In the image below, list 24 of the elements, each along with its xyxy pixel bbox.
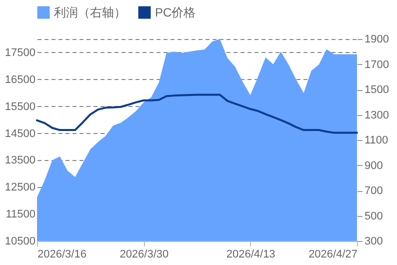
y-tick-label: 14500	[4, 128, 36, 140]
x-tick-label: 2026/3/30	[120, 248, 169, 260]
y2-tick-label: 1900	[364, 34, 389, 46]
y-tick-label: 16500	[4, 74, 36, 86]
y2-tick-label: 700	[364, 185, 383, 197]
y2-tick-label: 1700	[364, 58, 389, 71]
legend-label: PC价格	[155, 6, 196, 20]
y2-tick-label: 1100	[364, 134, 388, 146]
y-tick-label: 12500	[4, 182, 36, 194]
x-tick-label: 2026/3/16	[38, 248, 86, 260]
y2-tick-label: 500	[364, 210, 383, 222]
x-tick-label: 2026/4/13	[226, 248, 276, 260]
y-tick-label: 10500	[4, 236, 36, 248]
y2-tick-label: 300	[364, 236, 383, 248]
y2-tick-label: 1500	[364, 84, 389, 96]
y2-tick-label: 900	[364, 160, 383, 172]
legend-label: 利润（右轴）	[54, 6, 126, 20]
y-tick-label: 13500	[4, 154, 36, 167]
line-series	[36, 94, 358, 134]
y-tick-label: 17500	[4, 46, 36, 59]
y2-tick-label: 1300	[364, 109, 389, 122]
y-tick-label: 15500	[4, 100, 36, 113]
y-tick-label: 11500	[6, 208, 36, 221]
x-tick-label: 2026/4/27	[308, 248, 358, 260]
